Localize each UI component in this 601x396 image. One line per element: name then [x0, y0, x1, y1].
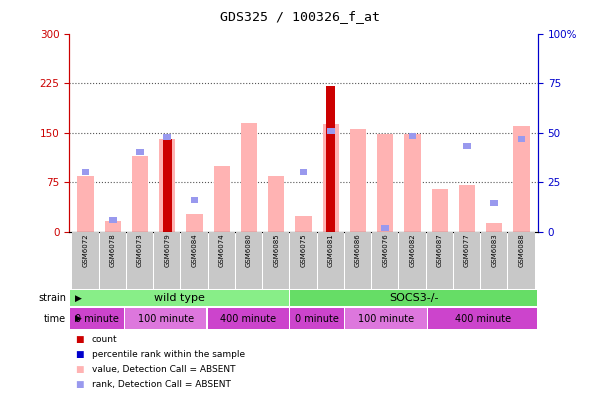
Text: ▶: ▶ [75, 293, 82, 303]
Bar [486, 223, 502, 232]
Bar [163, 133, 171, 139]
Bar [323, 124, 339, 232]
Bar [109, 217, 117, 223]
Bar [127, 232, 153, 289]
Bar [236, 232, 262, 289]
Bar [186, 214, 203, 232]
Bar [428, 308, 537, 329]
Text: GSM6087: GSM6087 [437, 233, 443, 267]
Text: GSM6082: GSM6082 [409, 233, 415, 267]
Bar [372, 232, 398, 289]
Text: GSM6077: GSM6077 [464, 233, 470, 267]
Bar [382, 225, 389, 231]
Text: GSM6076: GSM6076 [382, 233, 388, 267]
Bar [459, 185, 475, 232]
Bar [125, 308, 206, 329]
Text: GSM6084: GSM6084 [192, 233, 198, 267]
Bar [454, 232, 480, 289]
Text: count: count [92, 335, 118, 344]
Text: GSM6075: GSM6075 [300, 233, 307, 267]
Bar [377, 134, 394, 232]
Text: GSM6078: GSM6078 [110, 233, 116, 267]
Text: rank, Detection Call = ABSENT: rank, Detection Call = ABSENT [92, 380, 231, 389]
Text: GSM6081: GSM6081 [328, 233, 334, 267]
Bar [213, 166, 230, 232]
Bar [163, 139, 172, 232]
Bar [132, 156, 148, 232]
Bar [513, 126, 529, 232]
Text: percentile rank within the sample: percentile rank within the sample [92, 350, 245, 359]
Text: GSM6074: GSM6074 [219, 233, 225, 267]
Text: ■: ■ [75, 380, 84, 389]
Bar [182, 232, 207, 289]
Bar [345, 232, 371, 289]
Text: GSM6085: GSM6085 [273, 233, 279, 267]
Text: 100 minute: 100 minute [358, 314, 414, 324]
Bar [290, 290, 537, 306]
Bar [300, 169, 307, 175]
Bar [409, 133, 416, 139]
Bar [70, 290, 289, 306]
Bar [159, 139, 175, 232]
Bar [268, 175, 284, 232]
Text: 0 minute: 0 minute [75, 314, 118, 324]
Bar [295, 217, 312, 232]
Bar [290, 232, 317, 289]
Bar [70, 308, 124, 329]
Text: ■: ■ [75, 335, 84, 344]
Text: GSM6088: GSM6088 [519, 233, 525, 267]
Bar [105, 221, 121, 232]
Text: ■: ■ [75, 350, 84, 359]
Text: 100 minute: 100 minute [138, 314, 194, 324]
Bar [490, 200, 498, 206]
Bar [318, 232, 344, 289]
Bar [241, 123, 257, 232]
Bar [508, 232, 535, 289]
Bar [82, 169, 90, 175]
Bar [432, 189, 448, 232]
Text: SOCS3-/-: SOCS3-/- [389, 293, 439, 303]
Text: GSM6086: GSM6086 [355, 233, 361, 267]
Bar [207, 308, 289, 329]
Text: 400 minute: 400 minute [455, 314, 511, 324]
Bar [191, 197, 198, 203]
Bar [290, 308, 344, 329]
Text: time: time [44, 314, 66, 324]
Text: GSM6079: GSM6079 [164, 233, 170, 267]
Bar [404, 134, 421, 232]
Text: strain: strain [38, 293, 66, 303]
Text: GDS325 / 100326_f_at: GDS325 / 100326_f_at [221, 10, 380, 23]
Text: GSM6083: GSM6083 [491, 233, 497, 267]
Bar [78, 175, 94, 232]
Bar [481, 232, 507, 289]
Text: ■: ■ [75, 365, 84, 374]
Bar [350, 129, 366, 232]
Bar [209, 232, 235, 289]
Bar [346, 308, 427, 329]
Bar [72, 232, 99, 289]
Text: 0 minute: 0 minute [295, 314, 339, 324]
Text: GSM6080: GSM6080 [246, 233, 252, 267]
Bar [100, 232, 126, 289]
Bar [517, 136, 525, 142]
Text: value, Detection Call = ABSENT: value, Detection Call = ABSENT [92, 365, 236, 374]
Bar [326, 86, 335, 232]
Bar [136, 149, 144, 155]
Bar [463, 143, 471, 149]
Bar [427, 232, 453, 289]
Text: GSM6072: GSM6072 [82, 233, 88, 267]
Text: ▶: ▶ [75, 314, 82, 323]
Bar [327, 128, 335, 133]
Text: 400 minute: 400 minute [221, 314, 276, 324]
Bar [154, 232, 180, 289]
Text: wild type: wild type [154, 293, 205, 303]
Bar [400, 232, 426, 289]
Bar [263, 232, 289, 289]
Text: GSM6073: GSM6073 [137, 233, 143, 267]
